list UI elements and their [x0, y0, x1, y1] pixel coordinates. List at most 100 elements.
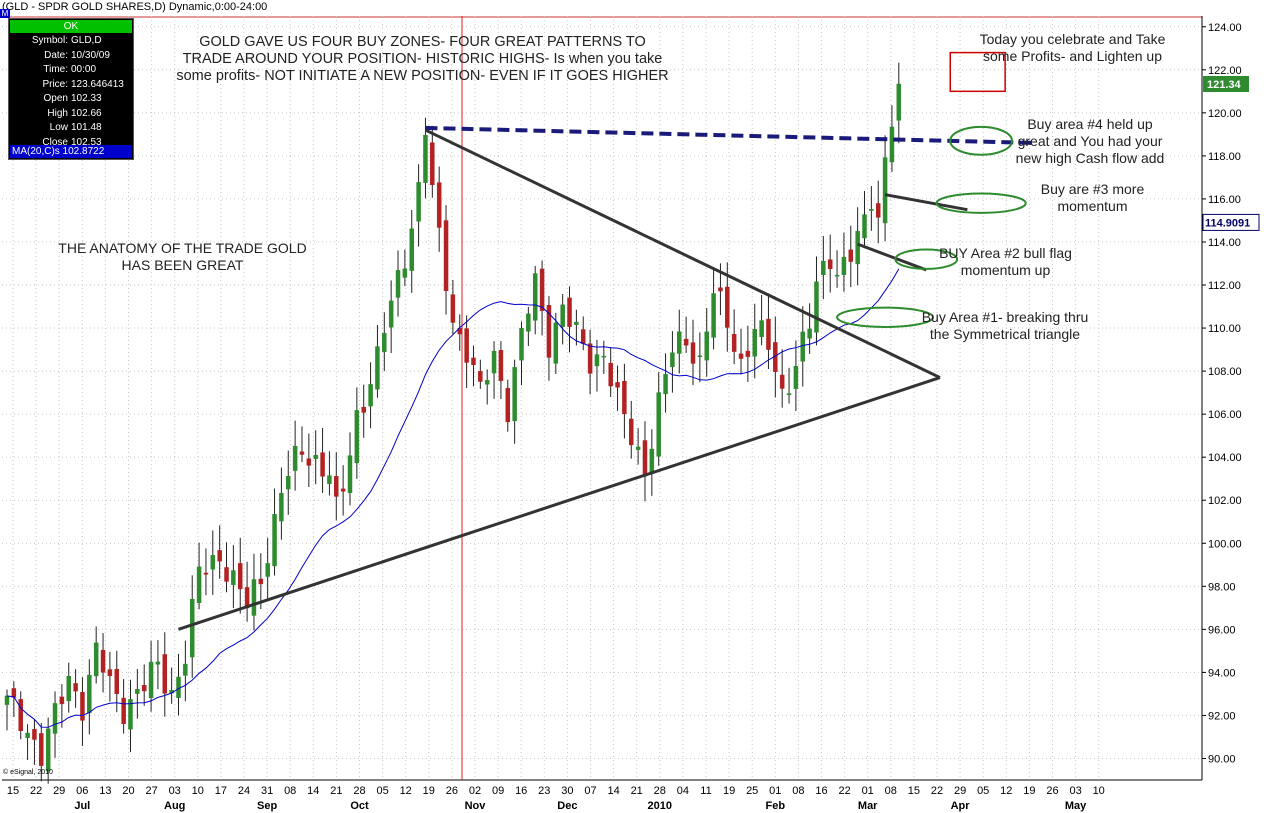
candle-body [52, 703, 58, 734]
month-label: Sep [257, 800, 277, 812]
y-tick-label: 114.00 [1208, 237, 1241, 249]
candle-body [471, 357, 476, 366]
trendline [884, 193, 968, 212]
candle-body [567, 297, 572, 327]
ma-price-label: 114.9091 [1205, 217, 1250, 229]
copyright: © eSignal, 2010 [3, 769, 53, 776]
candle-body [354, 410, 360, 464]
info-value: 101.48 [71, 122, 102, 133]
candle-body [347, 455, 353, 493]
x-tick-label: 26 [446, 785, 458, 797]
info-row: Symbol: GLD,D [9, 34, 133, 49]
candle-body [821, 260, 826, 275]
candle-body [45, 728, 51, 772]
y-tick-label: 106.00 [1208, 409, 1242, 421]
x-tick-label: 21 [631, 785, 643, 797]
candle-body [375, 346, 380, 390]
candle-body [697, 355, 703, 358]
candle-body [121, 697, 126, 725]
candle-body [162, 654, 168, 694]
candle-body [484, 380, 490, 385]
headline-annotation: GOLD GAVE US FOUR BUY ZONES- FOUR GREAT … [176, 34, 669, 84]
x-tick-label: 01 [862, 785, 874, 797]
candle-body [25, 732, 30, 738]
candle-body [32, 729, 37, 740]
trendline [857, 242, 927, 272]
candle-body [711, 293, 716, 338]
candle-body [779, 374, 785, 389]
x-tick-label: 19 [1023, 785, 1035, 797]
candle-body [334, 476, 339, 497]
today-annotation: Today you celebrate and Take some Profit… [979, 31, 1166, 64]
candle-body [73, 683, 78, 692]
candle-body [306, 458, 312, 466]
x-tick-label: 23 [538, 785, 550, 797]
buy-zone-ellipse [935, 192, 1027, 214]
info-label: Price: [42, 78, 68, 90]
candle-body [793, 365, 799, 389]
x-tick-label: 08 [792, 785, 804, 797]
candle-body [539, 268, 545, 311]
candle-body [532, 273, 538, 321]
candle-body [580, 329, 586, 344]
month-label: Feb [766, 800, 786, 812]
x-tick-label: 03 [1069, 785, 1081, 797]
x-tick-label: 28 [353, 785, 365, 797]
x-tick-label: 05 [376, 785, 388, 797]
candle-body [450, 294, 456, 323]
candle-body [635, 446, 641, 450]
x-tick-label: 02 [469, 785, 481, 797]
month-label: Nov [465, 800, 487, 812]
y-tick-label: 98.00 [1208, 581, 1236, 593]
x-tick-label: 16 [815, 785, 827, 797]
candle-body [265, 563, 270, 577]
candle-body [526, 313, 531, 332]
x-tick-label: 16 [515, 785, 527, 797]
info-ma-label: MA(20,C)s 102.8722 [10, 145, 132, 158]
candle-body [478, 371, 483, 382]
buy-area-2-annotation: BUY Area #2 bull flag momentum up [939, 245, 1072, 278]
candle-body [409, 228, 414, 271]
candle-body [203, 572, 209, 575]
info-value: GLD,D [71, 35, 102, 46]
candle-body [251, 579, 257, 616]
trendline [424, 128, 941, 379]
candle-body [141, 685, 147, 692]
y-tick-label: 122.00 [1208, 65, 1242, 77]
candle-body [340, 488, 346, 492]
candle-body [135, 688, 140, 694]
candle-body [786, 393, 792, 395]
profit-highlight-box [949, 51, 1006, 93]
x-tick-label: 27 [145, 785, 157, 797]
candle-body [683, 338, 689, 346]
x-tick-label: 08 [885, 785, 897, 797]
info-label: Date: [44, 49, 68, 61]
y-tick-label: 116.00 [1208, 194, 1241, 206]
candle-body [327, 475, 332, 484]
candle-body [18, 699, 23, 732]
candle-body [855, 230, 860, 265]
candle-body [629, 418, 634, 446]
candle-body [587, 343, 593, 374]
candle-body [155, 661, 161, 665]
candle-body [183, 663, 188, 676]
x-tick-label: 05 [977, 785, 989, 797]
candle-body [738, 353, 744, 359]
candle-body [299, 451, 305, 455]
month-label: Apr [951, 800, 971, 812]
candle-body [189, 599, 195, 658]
info-value: 102.53 [71, 136, 102, 148]
x-tick-label: 10 [192, 785, 204, 797]
candle-body [39, 733, 44, 766]
candle-body [862, 214, 867, 239]
candle-body [292, 445, 298, 471]
candle-body [498, 350, 504, 381]
y-tick-label: 102.00 [1208, 495, 1242, 507]
x-tick-label: 24 [238, 785, 250, 797]
candle-body [87, 674, 92, 714]
info-label: Close [42, 136, 68, 148]
info-row: Close 102.53 [9, 136, 133, 151]
info-label: Low [49, 122, 68, 133]
info-label: Time: [43, 64, 68, 75]
